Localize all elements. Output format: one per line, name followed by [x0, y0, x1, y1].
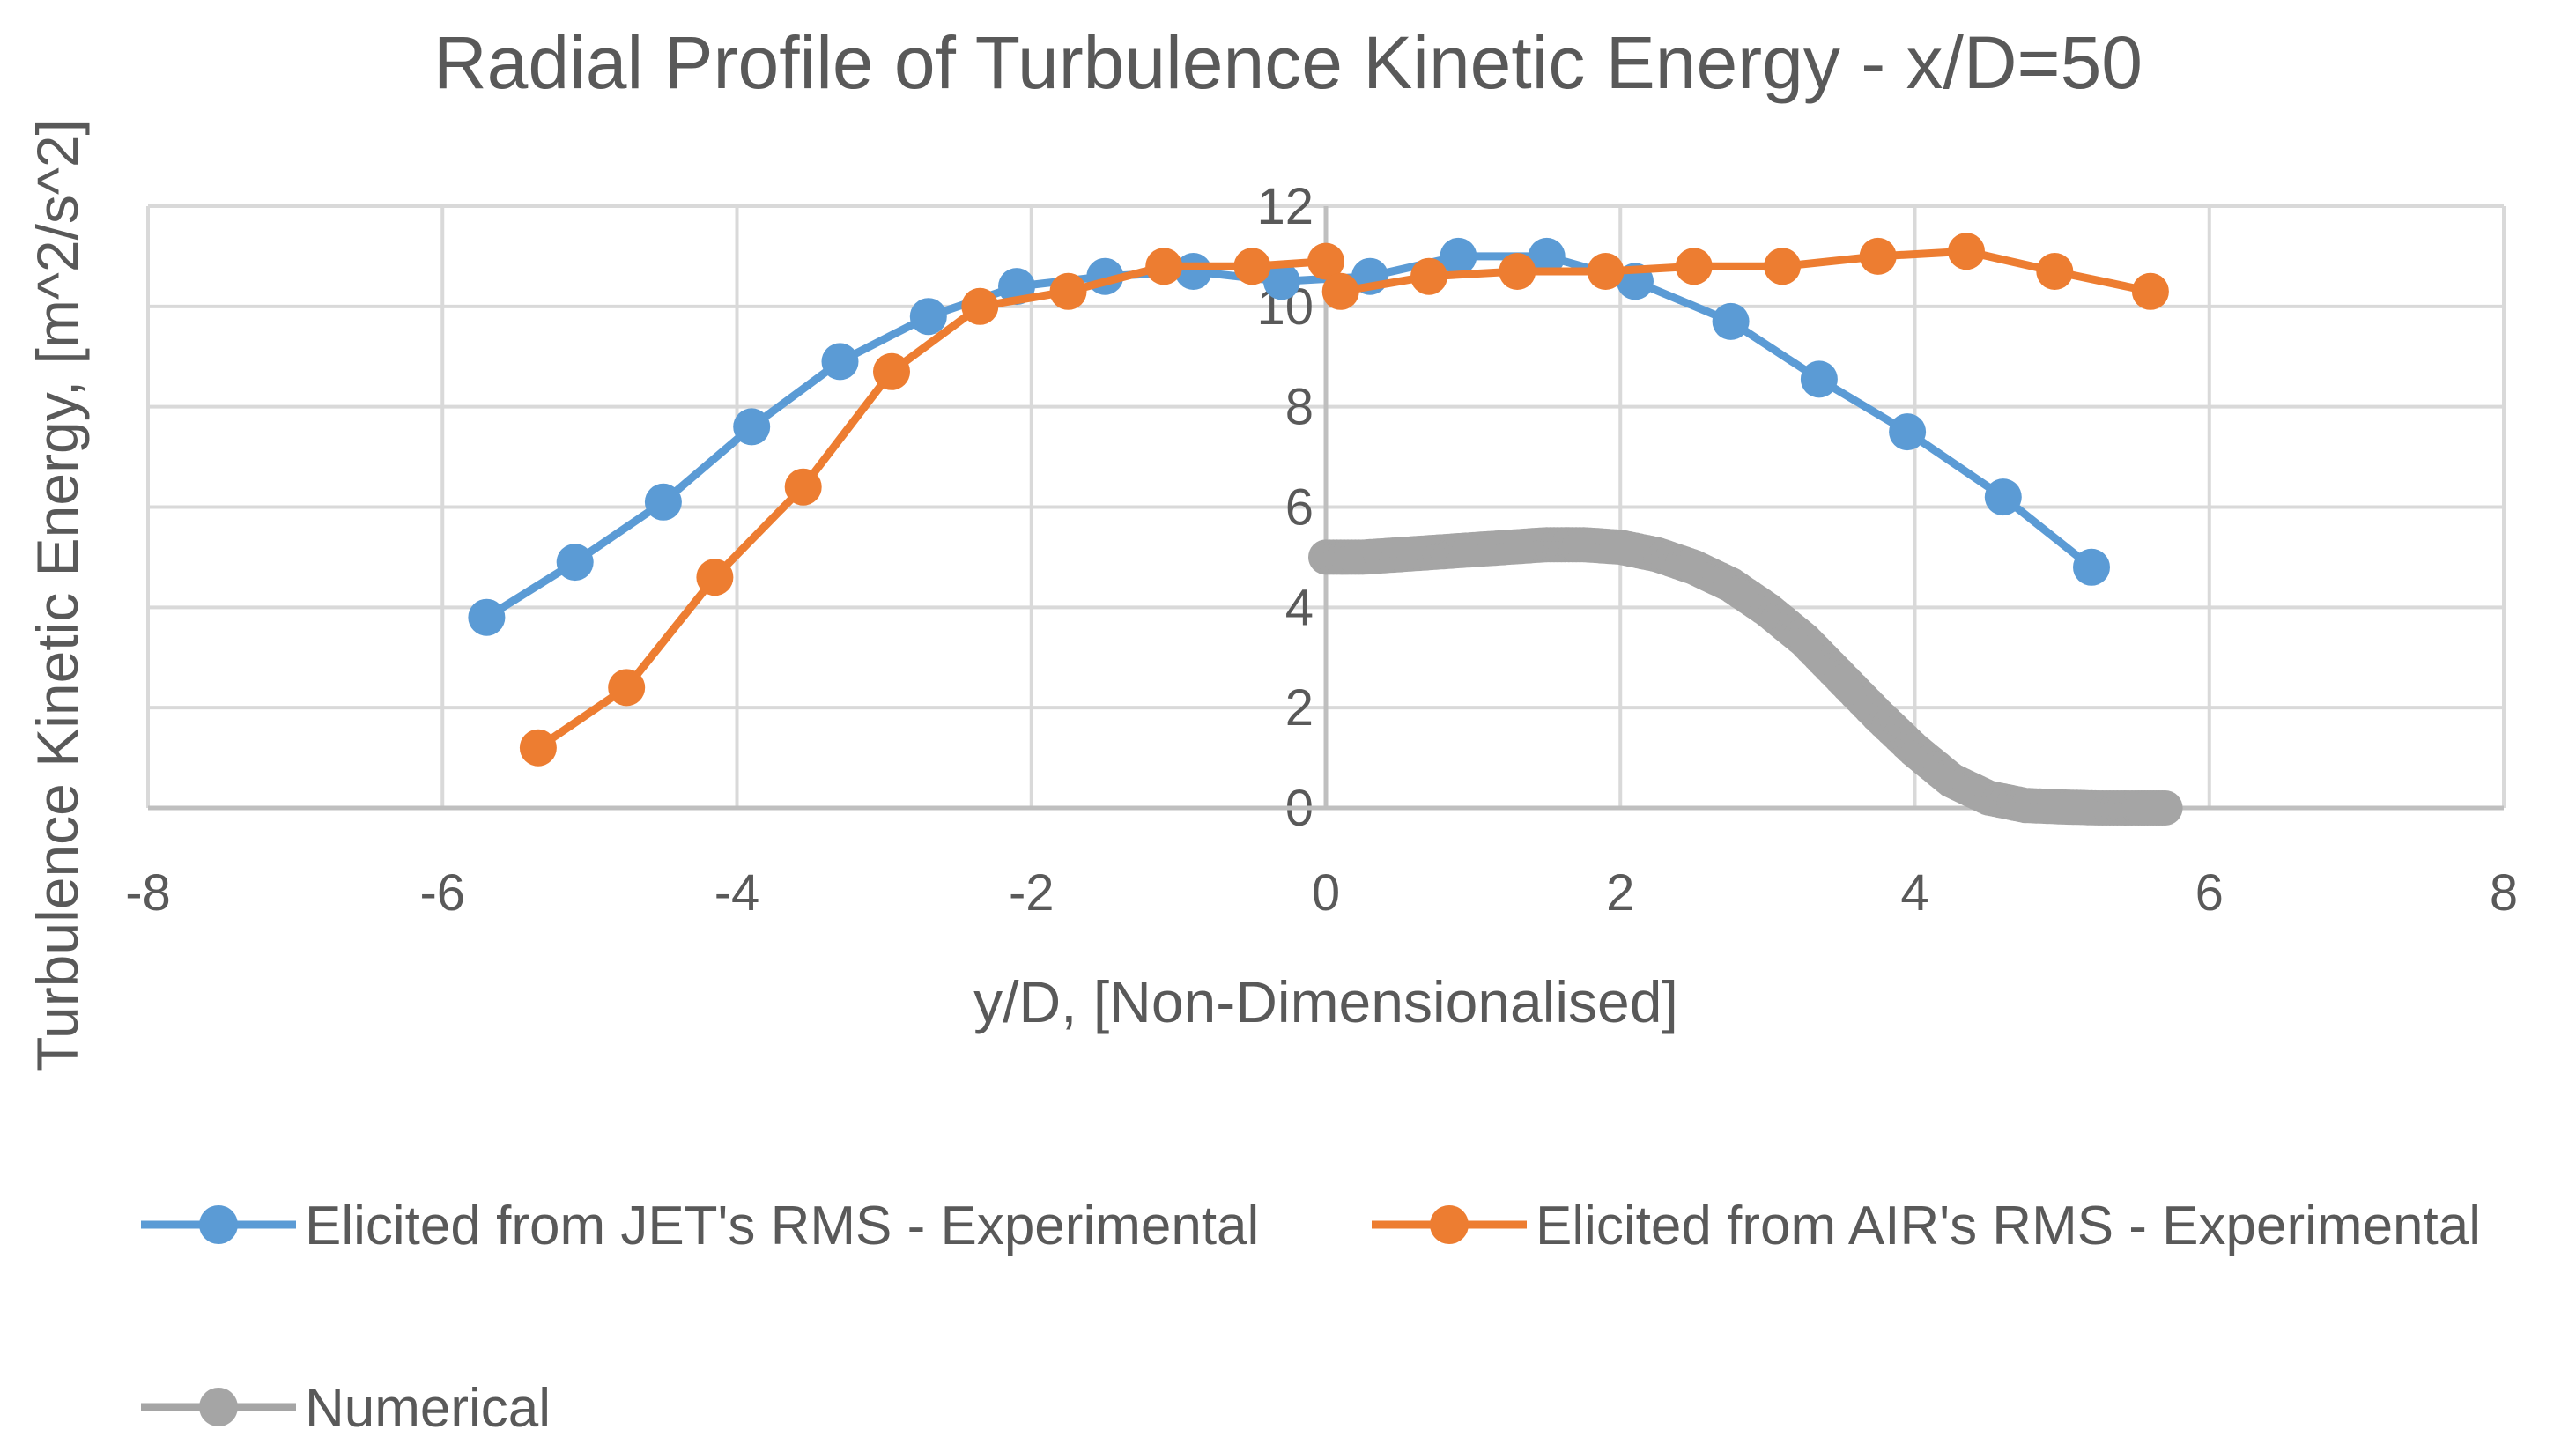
x-tick-label: 8	[2490, 864, 2518, 922]
x-axis-title: y/D, [Non-Dimensionalised]	[973, 969, 1678, 1034]
x-tick-label: -8	[125, 864, 171, 922]
data-point	[696, 559, 734, 596]
data-point	[1145, 248, 1183, 285]
data-point	[608, 669, 646, 707]
y-tick-label: 8	[1285, 379, 1314, 436]
data-point	[821, 343, 859, 381]
data-point	[1948, 233, 1985, 270]
legend-item: Numerical	[141, 1378, 551, 1439]
data-point	[1321, 272, 1359, 310]
data-point	[1174, 253, 1212, 290]
legend-label: Elicited from AIR's RMS - Experimental	[1536, 1196, 2481, 1256]
data-point	[909, 298, 947, 336]
y-tick-label: 12	[1256, 178, 1314, 235]
data-point	[733, 408, 771, 446]
data-point	[2131, 272, 2169, 310]
data-point	[1889, 413, 1927, 451]
plot-area	[468, 233, 2183, 826]
legend-swatch-marker	[1430, 1205, 1469, 1244]
legend: Elicited from JET's RMS - Experimental El…	[141, 1196, 2481, 1439]
data-point	[1049, 272, 1087, 310]
data-point	[1440, 237, 1477, 275]
legend-item: Elicited from JET's RMS - Experimental	[141, 1196, 1259, 1256]
data-point	[1764, 248, 1802, 285]
series-line	[536, 247, 2151, 752]
y-tick-label: 6	[1285, 479, 1314, 537]
data-point	[1307, 242, 1344, 280]
x-tick-label: -2	[1009, 864, 1055, 922]
series-3	[1308, 527, 2183, 826]
y-axis-title: Turbulence Kinetic Energy, [m^2/s^2]	[25, 119, 90, 1072]
data-point	[1984, 478, 2022, 516]
data-point	[961, 287, 999, 325]
data-point	[1410, 257, 1447, 295]
data-point	[1800, 360, 1838, 398]
data-point	[1712, 302, 1750, 340]
data-point	[2147, 790, 2183, 826]
x-tick-label: -6	[419, 864, 465, 922]
data-point	[468, 598, 506, 636]
data-point	[556, 544, 594, 582]
data-point	[1262, 263, 1300, 300]
data-point	[873, 352, 910, 390]
legend-swatch-marker	[199, 1388, 238, 1426]
data-point	[1499, 253, 1536, 290]
data-point	[519, 729, 557, 767]
legend-label: Numerical	[305, 1378, 551, 1439]
data-point	[1528, 237, 1566, 275]
legend-swatch-marker	[199, 1205, 238, 1244]
legend-item: Elicited from AIR's RMS - Experimental	[1372, 1196, 2481, 1256]
series-2	[519, 233, 2169, 767]
x-tick-label: 2	[1606, 864, 1634, 922]
data-point	[1587, 253, 1625, 290]
data-point	[2036, 253, 2074, 290]
data-point	[1233, 248, 1271, 285]
x-tick-label: 4	[1900, 864, 1928, 922]
data-point	[1859, 237, 1897, 275]
data-point	[2073, 548, 2110, 586]
x-tick-label: 0	[1312, 864, 1340, 922]
x-tick-label: 6	[2195, 864, 2224, 922]
y-tick-label: 2	[1285, 679, 1314, 737]
y-tick-label: 4	[1285, 579, 1314, 636]
x-tick-label: -4	[714, 864, 760, 922]
chart-title: Radial Profile of Turbulence Kinetic Ene…	[433, 21, 2143, 104]
data-point	[784, 468, 822, 506]
legend-label: Elicited from JET's RMS - Experimental	[305, 1196, 1259, 1256]
data-point	[1675, 248, 1713, 285]
data-point	[644, 483, 682, 521]
